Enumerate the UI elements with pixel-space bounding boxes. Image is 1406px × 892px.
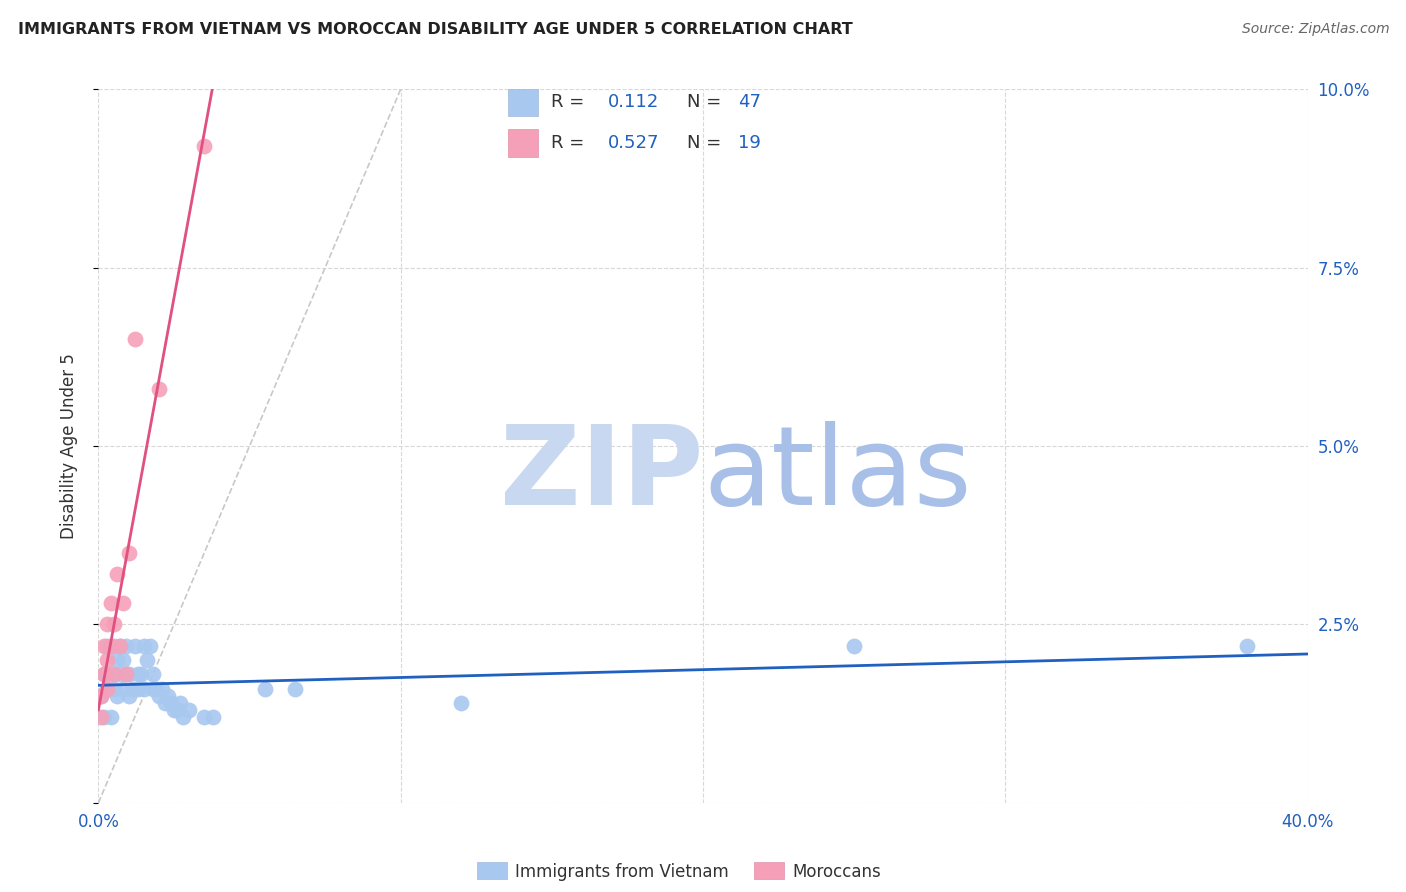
Point bbox=[127, 681, 149, 696]
Point bbox=[193, 139, 215, 153]
Point bbox=[118, 546, 141, 560]
Point bbox=[132, 639, 155, 653]
Point bbox=[108, 667, 131, 681]
Point bbox=[148, 382, 170, 396]
Point bbox=[96, 653, 118, 667]
Point bbox=[93, 710, 115, 724]
Point bbox=[166, 703, 188, 717]
Point bbox=[118, 667, 141, 681]
Point bbox=[844, 639, 866, 653]
Point bbox=[111, 653, 134, 667]
Point bbox=[142, 667, 165, 681]
Point bbox=[90, 710, 112, 724]
Point bbox=[450, 696, 472, 710]
Point bbox=[139, 639, 162, 653]
Point bbox=[153, 696, 176, 710]
Text: ZIP: ZIP bbox=[499, 421, 703, 528]
Point bbox=[103, 681, 125, 696]
Text: N =: N = bbox=[686, 134, 727, 152]
Text: R =: R = bbox=[551, 94, 589, 112]
Text: 0.527: 0.527 bbox=[607, 134, 659, 152]
Point bbox=[90, 689, 112, 703]
Point bbox=[114, 667, 136, 681]
Point bbox=[100, 667, 122, 681]
Point bbox=[148, 689, 170, 703]
Point bbox=[105, 689, 128, 703]
Point bbox=[103, 667, 125, 681]
Point bbox=[193, 710, 215, 724]
Point bbox=[105, 653, 128, 667]
Point bbox=[108, 639, 131, 653]
FancyBboxPatch shape bbox=[508, 129, 538, 157]
Point bbox=[156, 689, 179, 703]
Text: 0.112: 0.112 bbox=[607, 94, 659, 112]
Point bbox=[135, 653, 157, 667]
Point bbox=[169, 696, 191, 710]
Point bbox=[111, 681, 134, 696]
Point bbox=[96, 681, 118, 696]
Point bbox=[108, 639, 131, 653]
Text: 19: 19 bbox=[738, 134, 761, 152]
Point bbox=[93, 667, 115, 681]
Text: atlas: atlas bbox=[703, 421, 972, 528]
Point bbox=[253, 681, 276, 696]
Text: Source: ZipAtlas.com: Source: ZipAtlas.com bbox=[1241, 22, 1389, 37]
Text: IMMIGRANTS FROM VIETNAM VS MOROCCAN DISABILITY AGE UNDER 5 CORRELATION CHART: IMMIGRANTS FROM VIETNAM VS MOROCCAN DISA… bbox=[18, 22, 853, 37]
Text: N =: N = bbox=[686, 94, 727, 112]
Point bbox=[93, 667, 115, 681]
Point bbox=[90, 689, 112, 703]
Point bbox=[129, 667, 152, 681]
Point bbox=[96, 681, 118, 696]
Point bbox=[202, 710, 225, 724]
Point bbox=[284, 681, 307, 696]
Point bbox=[105, 567, 128, 582]
Point bbox=[163, 703, 186, 717]
Text: 47: 47 bbox=[738, 94, 761, 112]
Point bbox=[121, 681, 143, 696]
Point bbox=[103, 639, 125, 653]
Point bbox=[118, 689, 141, 703]
Point bbox=[100, 596, 122, 610]
Point bbox=[142, 681, 165, 696]
Point bbox=[96, 617, 118, 632]
Point bbox=[127, 667, 149, 681]
Point bbox=[96, 639, 118, 653]
Legend: Immigrants from Vietnam, Moroccans: Immigrants from Vietnam, Moroccans bbox=[470, 855, 887, 888]
Point bbox=[100, 639, 122, 653]
Point bbox=[172, 710, 194, 724]
Point bbox=[111, 596, 134, 610]
Point bbox=[103, 617, 125, 632]
Point bbox=[132, 681, 155, 696]
Point bbox=[93, 639, 115, 653]
Point bbox=[1236, 639, 1258, 653]
Point bbox=[145, 681, 167, 696]
Point bbox=[150, 681, 173, 696]
Y-axis label: Disability Age Under 5: Disability Age Under 5 bbox=[59, 353, 77, 539]
Point bbox=[179, 703, 201, 717]
Point bbox=[124, 639, 146, 653]
Point bbox=[160, 696, 183, 710]
Text: R =: R = bbox=[551, 134, 589, 152]
Point bbox=[100, 710, 122, 724]
FancyBboxPatch shape bbox=[508, 89, 538, 116]
Point bbox=[114, 639, 136, 653]
Point bbox=[124, 332, 146, 346]
